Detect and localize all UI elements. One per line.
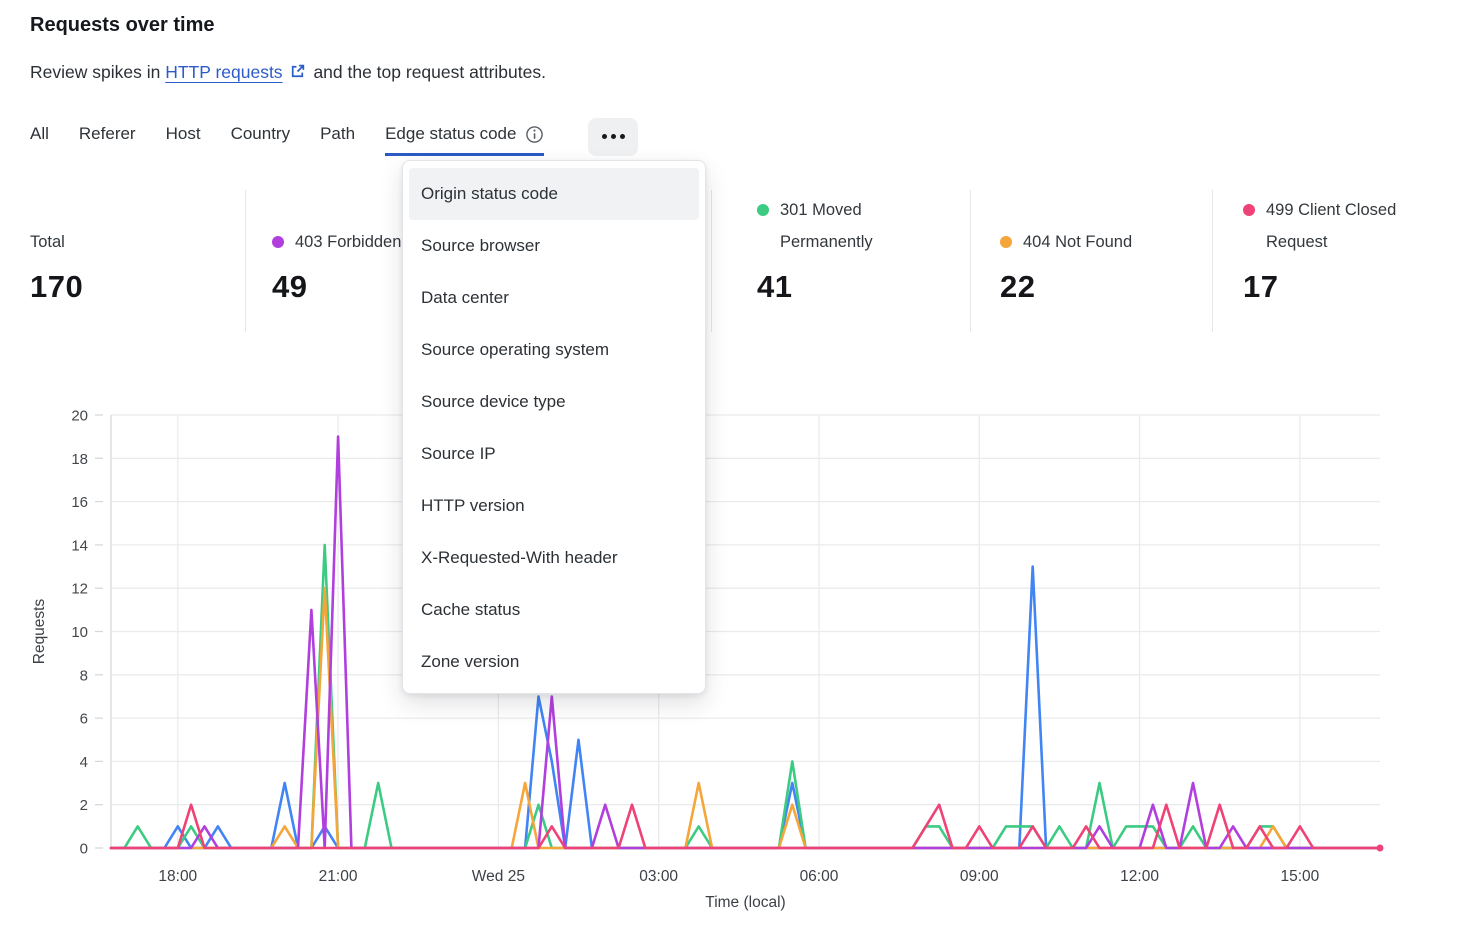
series-end-marker bbox=[1376, 844, 1384, 852]
tab-label: Edge status code bbox=[385, 124, 517, 143]
xtick-label-15-00: 15:00 bbox=[1280, 868, 1319, 885]
more-attributes-button[interactable] bbox=[588, 117, 639, 156]
tab-label: Country bbox=[230, 124, 291, 143]
xtick-label-18-00: 18:00 bbox=[158, 868, 197, 885]
ytick-label-12: 12 bbox=[71, 581, 88, 598]
xtick-label-wed-25: Wed 25 bbox=[472, 868, 525, 885]
stat-value: 49 bbox=[272, 269, 308, 304]
menu-item-x-requested-with-header[interactable]: X-Requested-With header bbox=[421, 548, 618, 567]
ytick-label-10: 10 bbox=[71, 624, 88, 641]
tab-country[interactable]: Country bbox=[231, 117, 291, 156]
tab-host[interactable]: Host bbox=[166, 117, 201, 156]
stats-divider bbox=[1212, 190, 1213, 332]
ytick-label-20: 20 bbox=[71, 408, 88, 425]
ytick-label-0: 0 bbox=[80, 841, 88, 858]
xtick-label-06-00: 06:00 bbox=[800, 868, 839, 885]
tab-label: Referer bbox=[78, 124, 136, 143]
y-axis-title: Requests bbox=[31, 599, 48, 665]
tab-label: Path bbox=[320, 124, 356, 143]
tab-path[interactable]: Path bbox=[320, 117, 355, 156]
stat-label: 404 Not Found bbox=[1023, 233, 1133, 251]
legend-dot-301-moved-permanently bbox=[757, 204, 769, 216]
ytick-label-4: 4 bbox=[80, 754, 88, 771]
subtitle-prefix: Review spikes in bbox=[30, 62, 161, 82]
stats-divider bbox=[711, 190, 712, 332]
legend-dot-403-forbidden bbox=[272, 236, 284, 248]
attribute-menu: Origin status code Source browser Data cen… bbox=[402, 160, 706, 694]
xtick-label-09-00: 09:00 bbox=[960, 868, 999, 885]
stat-label: 403 Forbidden bbox=[295, 233, 402, 251]
stat-value: 41 bbox=[757, 269, 793, 304]
menu-item-source-operating-system[interactable]: Source operating system bbox=[421, 340, 610, 359]
tab-label: Host bbox=[165, 124, 201, 143]
stat-label: Total bbox=[30, 233, 65, 251]
legend-dot-499-client-closed-request bbox=[1243, 204, 1255, 216]
stats-divider bbox=[245, 190, 246, 332]
stat-value: 170 bbox=[30, 269, 84, 304]
info-icon[interactable] bbox=[525, 125, 544, 144]
menu-item-source-device-type[interactable]: Source device type bbox=[421, 392, 566, 411]
xtick-label-12-00: 12:00 bbox=[1120, 868, 1159, 885]
tab-label: All bbox=[30, 124, 49, 143]
stats-divider bbox=[970, 190, 971, 332]
subtitle: Review spikes in HTTP requests and the t… bbox=[30, 62, 546, 85]
stat-label: 499 Client Closed Request bbox=[1266, 201, 1397, 251]
stat-value: 22 bbox=[1000, 269, 1036, 304]
more-ellipsis-icon bbox=[601, 134, 607, 139]
stat-403-forbidden: 403 Forbidden 49 bbox=[272, 194, 401, 305]
menu-item-cache-status[interactable]: Cache status bbox=[421, 600, 521, 619]
xtick-label-03-00: 03:00 bbox=[639, 868, 678, 885]
xtick-label-21-00: 21:00 bbox=[319, 868, 358, 885]
legend-dot-404-not-found bbox=[1000, 236, 1012, 248]
ytick-label-6: 6 bbox=[80, 711, 88, 728]
menu-item-source-browser[interactable]: Source browser bbox=[421, 236, 541, 255]
tab-edge-status-code[interactable]: Edge status code bbox=[385, 117, 545, 156]
external-link-icon bbox=[289, 63, 306, 85]
menu-item-http-version[interactable]: HTTP version bbox=[421, 496, 525, 515]
menu-item-data-center[interactable]: Data center bbox=[421, 288, 509, 307]
stat-value: 17 bbox=[1243, 269, 1279, 304]
menu-item-origin-status-code[interactable]: Origin status code bbox=[409, 168, 699, 220]
series-499-client-closed-request bbox=[109, 803, 1382, 850]
ytick-label-8: 8 bbox=[80, 667, 88, 684]
subtitle-suffix: and the top request attributes. bbox=[313, 62, 546, 82]
tab-all[interactable]: All bbox=[30, 117, 49, 156]
page-title: Requests over time bbox=[30, 14, 215, 36]
ytick-label-18: 18 bbox=[71, 451, 88, 468]
attribute-tabs: All Referer Host Country Path Edge status cod… bbox=[30, 117, 639, 156]
stat-404-not-found: 404 Not Found 22 bbox=[1000, 194, 1132, 305]
stat-label: 301 Moved Permanently bbox=[780, 201, 873, 251]
ytick-label-14: 14 bbox=[71, 537, 88, 554]
menu-item-source-ip[interactable]: Source IP bbox=[421, 444, 496, 463]
stat-total: Total 170 bbox=[30, 194, 83, 305]
menu-item-zone-version[interactable]: Zone version bbox=[421, 652, 520, 671]
x-axis-title: Time (local) bbox=[705, 894, 785, 911]
http-requests-link[interactable]: HTTP requests bbox=[165, 62, 283, 82]
ytick-label-2: 2 bbox=[80, 797, 88, 814]
stat-499-client-closed-request: 499 Client Closed Request 17 bbox=[1243, 194, 1416, 305]
tab-referer[interactable]: Referer bbox=[79, 117, 136, 156]
stat-301-moved-permanently: 301 Moved Permanently 41 bbox=[757, 194, 910, 305]
series-403-forbidden bbox=[109, 435, 1382, 850]
ytick-label-16: 16 bbox=[71, 494, 88, 511]
